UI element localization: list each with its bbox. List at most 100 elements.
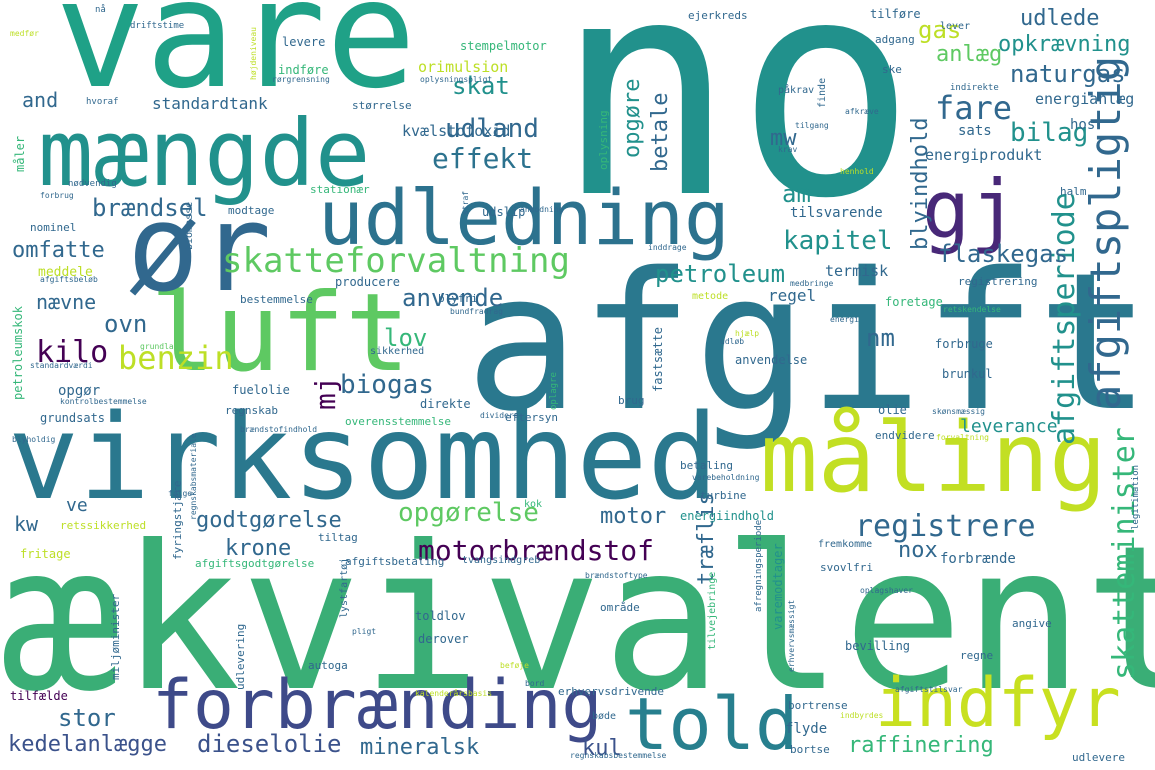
word-grundsats: grundsats [40, 411, 106, 425]
word-registrere: registrere [855, 509, 1036, 544]
word-tilfoere: tilføre [870, 7, 921, 21]
word-afgiftsperiode: afgiftsperiode [1047, 192, 1082, 445]
word-ejerkreds: ejerkreds [688, 9, 748, 22]
word-sats: sats [958, 123, 992, 139]
word-bortse: bortse [790, 743, 830, 756]
word-naa: nå [95, 5, 106, 15]
word-skat: skat [452, 72, 510, 100]
word-am: am [782, 180, 811, 208]
word-petroleumskok: petroleumskok [11, 306, 25, 400]
word-bundfradrag: bundfradrag [450, 307, 503, 316]
word-medfoer: medfør [10, 29, 39, 38]
word-opgoere: opgøre [620, 78, 645, 158]
word-afregningsperiode: afregningsperiode [754, 519, 764, 612]
word-energianlaeg: energianlæg [1035, 90, 1135, 108]
word-henhold: henhold [840, 167, 874, 176]
word-driftstime: driftstime [130, 21, 185, 31]
word-stor: stor [58, 704, 116, 732]
word-regnskabsmateriale: regnskabsmateriale [189, 433, 198, 520]
word-svovlfri: svovlfri [820, 561, 873, 574]
word-vare: vare [55, 0, 417, 122]
word-udlevering: udlevering [234, 623, 247, 690]
word-opgoer: opgør [58, 383, 101, 399]
word-overensstemmelse: overensstemmelse [345, 415, 451, 428]
word-leverance: leverance [960, 416, 1058, 437]
word-eftersyn: eftersyn [505, 411, 558, 424]
word-noedvendig: nødvendig [68, 179, 117, 189]
word-retskendelse: retskendelse [943, 305, 1001, 314]
word-pligt: pligt [352, 627, 377, 636]
word-udlede: udlede [1020, 6, 1100, 31]
word-tilvejebringe: tilvejebringe [707, 571, 718, 650]
word-naturgas: naturgas [1010, 60, 1126, 88]
word-boede: bøde [592, 711, 617, 722]
word-biogas: biogas [340, 370, 434, 400]
word-oer: ør [127, 180, 272, 319]
word-benzin: benzin [118, 339, 234, 377]
word-regnskab: regnskab [225, 404, 278, 417]
word-biomasse: biomasse [184, 201, 195, 250]
word-mj: mj [309, 376, 342, 410]
word-fuelolie: fuelolie [232, 383, 290, 397]
word-afgiftsbetaling: afgiftsbetaling [345, 555, 445, 568]
word-virksomhed: virksomhed [8, 388, 719, 526]
word-motor: motor [600, 504, 667, 529]
word-udlevere: udlevere [1072, 751, 1125, 764]
word-fremkomme: fremkomme [818, 539, 873, 550]
word-indbyrdes: indbyrdes [840, 711, 884, 720]
word-inddrage: inddrage [648, 243, 687, 252]
word-maengde: mængde [38, 100, 371, 207]
word-anvende: anvende [402, 284, 504, 312]
word-bestemmelse: bestemmelse [240, 293, 313, 306]
word-producere: producere [335, 275, 401, 289]
word-raffinering: raffinering [848, 733, 994, 758]
word-udland: udland [445, 114, 539, 144]
word-afgift: afgift [465, 232, 1152, 453]
word-regne: regne [960, 649, 994, 662]
word-forbrug: forbrug [40, 191, 74, 200]
word-endvidere: endvidere [875, 429, 935, 442]
word-blyindhold: blyindhold [908, 117, 933, 250]
word-fritage: fritage [20, 547, 71, 561]
word-halm: halm [1060, 185, 1087, 198]
word-mw: mw [770, 126, 797, 151]
word-kok: kok [524, 499, 543, 510]
word-anvendelse: anvendelse [735, 353, 808, 367]
word-retssikkerhed: retssikkerhed [60, 519, 147, 532]
word-kontrolbestemmelse: kontrolbestemmelse [60, 397, 147, 406]
word-tilsvarende: tilsvarende [790, 205, 883, 221]
word-anmodning: anmodning [520, 205, 564, 214]
word-anlaeg: anlæg [936, 42, 1003, 67]
word-erhvervsmaessigt: erhvervsmæssigt [787, 599, 796, 672]
word-stoerrelse: størrelse [352, 99, 412, 112]
word-kapitel: kapitel [783, 226, 893, 256]
word-regel: regel [768, 286, 817, 305]
word-metode: metode [692, 291, 729, 302]
word-stempelmotor: stempelmotor [460, 39, 547, 53]
word-standardtank: standardtank [152, 94, 268, 113]
word-bevilling: bevilling [845, 639, 911, 653]
word-energiprodukt: energiprodukt [925, 146, 1043, 164]
word-nox: nox [898, 538, 938, 563]
word-energi: energi [830, 315, 859, 324]
word-ske: ske [882, 63, 902, 76]
word-regnskabsbestemmelse: regnskabsbestemmelse [570, 751, 667, 760]
word-maaling: måling [760, 402, 1107, 514]
word-forvaltning: forvaltning [936, 433, 989, 442]
word-ovn: ovn [104, 310, 148, 338]
word-krone: krone [225, 536, 292, 561]
word-oplagre: oplagre [549, 372, 559, 410]
word-modtage: modtage [228, 204, 275, 217]
word-forbruge: forbruge [935, 337, 993, 351]
word-hoejdeniveau: højdeniveau [249, 27, 258, 80]
word-luft: luft [150, 271, 411, 396]
word-afgiftsgodtgoerelse: afgiftsgodtgørelse [195, 557, 315, 570]
word-medbringe: medbringe [790, 279, 834, 288]
word-lever: lever [940, 21, 971, 32]
word-forbraending: forbrænding [152, 666, 603, 745]
word-straf: straf [461, 190, 470, 215]
word-sikkerhed: sikkerhed [370, 346, 425, 357]
word-forbraende: forbrænde [940, 551, 1016, 567]
word-energiindhold: energiindhold [680, 509, 774, 523]
word-foretage: foretage [885, 295, 943, 309]
